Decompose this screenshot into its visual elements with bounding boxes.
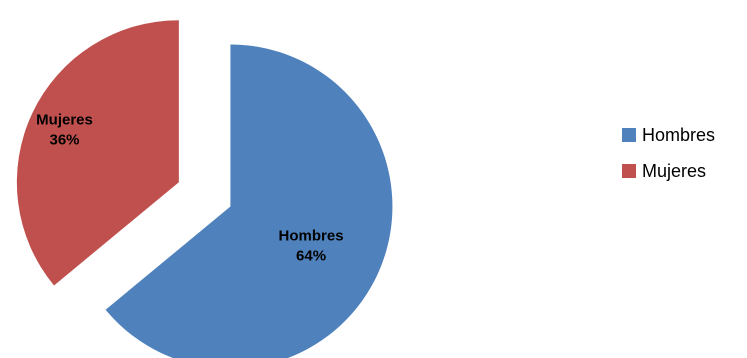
pie-slice-hombres <box>105 44 393 358</box>
slice-value-mujeres: 36% <box>50 131 80 148</box>
legend-swatch-mujeres <box>622 164 636 178</box>
legend-label-hombres: Hombres <box>642 124 716 145</box>
slice-value-hombres: 64% <box>296 247 326 264</box>
legend-label-mujeres: Mujeres <box>642 160 707 181</box>
legend-swatch-hombres <box>622 128 636 142</box>
slice-label-hombres: Hombres <box>279 227 344 244</box>
pie-slice-mujeres <box>16 20 179 286</box>
legend-item-mujeres: Mujeres <box>622 158 715 184</box>
legend: Hombres Mujeres <box>622 122 715 194</box>
legend-item-hombres: Hombres <box>622 122 715 148</box>
slice-label-mujeres: Mujeres <box>36 111 93 128</box>
